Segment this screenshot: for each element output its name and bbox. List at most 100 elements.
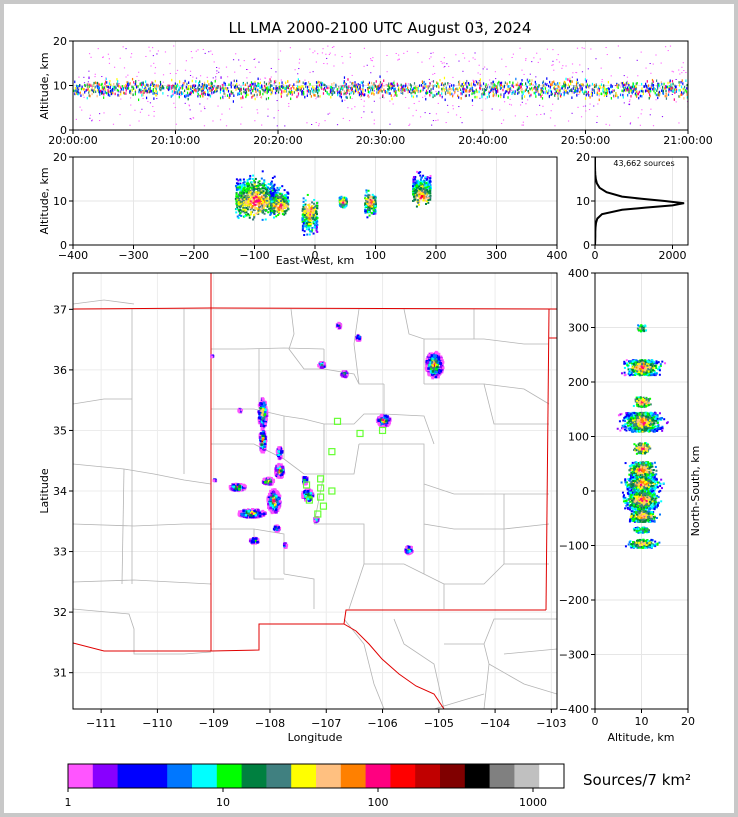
eastwest-source-cell <box>303 206 306 209</box>
eastwest-source-cell <box>374 205 377 208</box>
time-source-mark <box>443 87 445 91</box>
time-source-mark <box>478 80 480 82</box>
eastwest-source-cell <box>275 215 278 218</box>
time-source-mark <box>211 53 214 55</box>
time-source-mark <box>580 116 583 118</box>
time-source-mark <box>386 54 388 56</box>
eastwest-source-cell <box>262 190 265 193</box>
time-source-mark <box>354 81 356 84</box>
time-source-mark <box>94 76 96 78</box>
time-source-mark <box>222 95 224 99</box>
eastwest-source-cell <box>262 197 265 200</box>
time-source-mark <box>452 105 454 107</box>
eastwest-source-cell <box>262 182 265 185</box>
source-cell <box>437 352 441 356</box>
eastwest-source-cell <box>415 185 418 188</box>
time-source-mark <box>589 96 591 99</box>
time-source-mark <box>200 110 202 112</box>
eastwest-source-cell <box>364 202 367 205</box>
time-source-mark <box>662 89 664 93</box>
time-source-mark <box>379 75 381 78</box>
eastwest-source-cell <box>425 193 428 196</box>
time-source-mark <box>680 85 683 89</box>
time-source-mark <box>393 81 395 85</box>
time-source-mark <box>533 91 535 95</box>
eastwest-source-cell <box>263 180 266 183</box>
time-source-mark <box>230 83 232 87</box>
time-source-mark <box>283 90 285 93</box>
time-source-mark <box>583 47 585 49</box>
time-source-mark <box>468 94 470 97</box>
time-source-mark <box>445 122 447 124</box>
eastwest-source-cell <box>252 198 255 201</box>
time-source-mark <box>514 92 516 96</box>
eastwest-sources <box>234 170 432 237</box>
eastwest-source-cell <box>422 174 425 177</box>
time-source-mark <box>540 88 542 92</box>
time-source-mark <box>197 49 199 51</box>
eastwest-source-cell <box>413 186 416 189</box>
time-source-mark <box>129 90 131 93</box>
time-source-mark <box>226 88 228 92</box>
time-source-mark <box>183 82 185 85</box>
time-source-mark <box>461 82 463 86</box>
eastwest-source-cell <box>242 187 245 190</box>
eastwest-source-cell <box>369 200 372 203</box>
eastwest-source-cell <box>278 199 281 202</box>
time-source-mark <box>480 84 482 87</box>
eastwest-source-cell <box>249 193 252 196</box>
eastwest-source-cell <box>269 213 272 216</box>
time-source-mark <box>211 82 213 85</box>
eastwest-source-cell <box>304 203 307 206</box>
time-source-mark <box>379 97 381 99</box>
time-source-mark <box>587 92 589 95</box>
time-source-mark <box>80 94 82 97</box>
time-source-mark <box>437 92 439 95</box>
eastwest-source-cell <box>429 187 432 190</box>
time-source-mark <box>616 85 618 89</box>
time-source-mark <box>658 91 660 95</box>
time-source-mark <box>423 84 425 88</box>
time-source-mark <box>648 87 651 90</box>
time-source-mark <box>304 79 306 81</box>
source-cell <box>437 356 441 360</box>
time-source-mark <box>649 87 652 91</box>
source-cell <box>438 368 441 372</box>
time-source-mark <box>86 96 88 100</box>
eastwest-source-cell <box>252 208 255 211</box>
eastwest-source-cell <box>257 209 260 212</box>
time-source-mark <box>135 80 137 83</box>
time-source-mark <box>482 92 484 95</box>
source-cell <box>438 360 441 363</box>
eastwest-source-cell <box>242 208 245 211</box>
time-source-mark <box>306 122 308 124</box>
time-source-mark <box>505 90 507 93</box>
time-source-mark <box>201 87 203 91</box>
eastwest-source-cell <box>302 216 305 219</box>
time-source-mark <box>534 80 536 84</box>
eastwest-source-cell <box>256 188 259 191</box>
time-source-mark <box>635 82 637 86</box>
time-source-mark <box>680 80 682 84</box>
time-source-mark <box>471 99 474 102</box>
time-source-mark <box>651 78 654 82</box>
time-source-mark <box>512 93 514 95</box>
time-source-mark <box>437 119 439 121</box>
time-source-mark <box>270 80 272 83</box>
time-source-mark <box>131 53 133 55</box>
eastwest-source-cell <box>246 179 249 182</box>
time-source-mark <box>567 79 570 81</box>
eastwest-source-cell <box>244 206 247 209</box>
time-source-mark <box>125 84 127 87</box>
time-source-mark <box>553 82 555 86</box>
time-source-mark <box>502 119 505 121</box>
time-source-mark <box>175 123 177 125</box>
eastwest-tick-label: 100 <box>365 249 386 262</box>
time-source-mark <box>628 86 630 90</box>
eastwest-source-cell <box>247 213 250 216</box>
time-source-mark <box>394 93 396 97</box>
time-source-mark <box>296 87 298 90</box>
time-source-mark <box>568 89 571 93</box>
eastwest-source-cell <box>262 209 265 212</box>
time-source-mark <box>140 88 142 92</box>
